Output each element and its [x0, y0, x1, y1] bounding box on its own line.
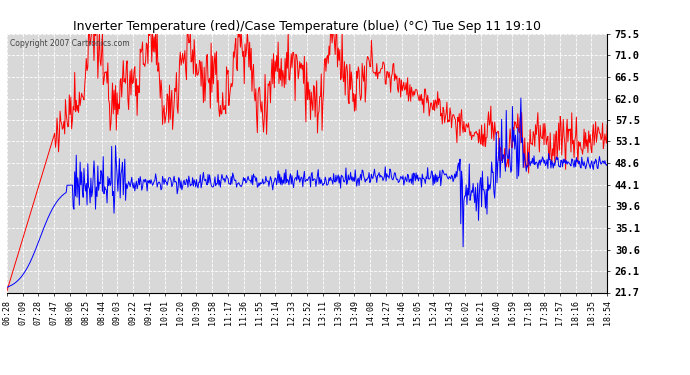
- Text: Copyright 2007 Cartronics.com: Copyright 2007 Cartronics.com: [10, 39, 130, 48]
- Title: Inverter Temperature (red)/Case Temperature (blue) (°C) Tue Sep 11 19:10: Inverter Temperature (red)/Case Temperat…: [73, 20, 541, 33]
